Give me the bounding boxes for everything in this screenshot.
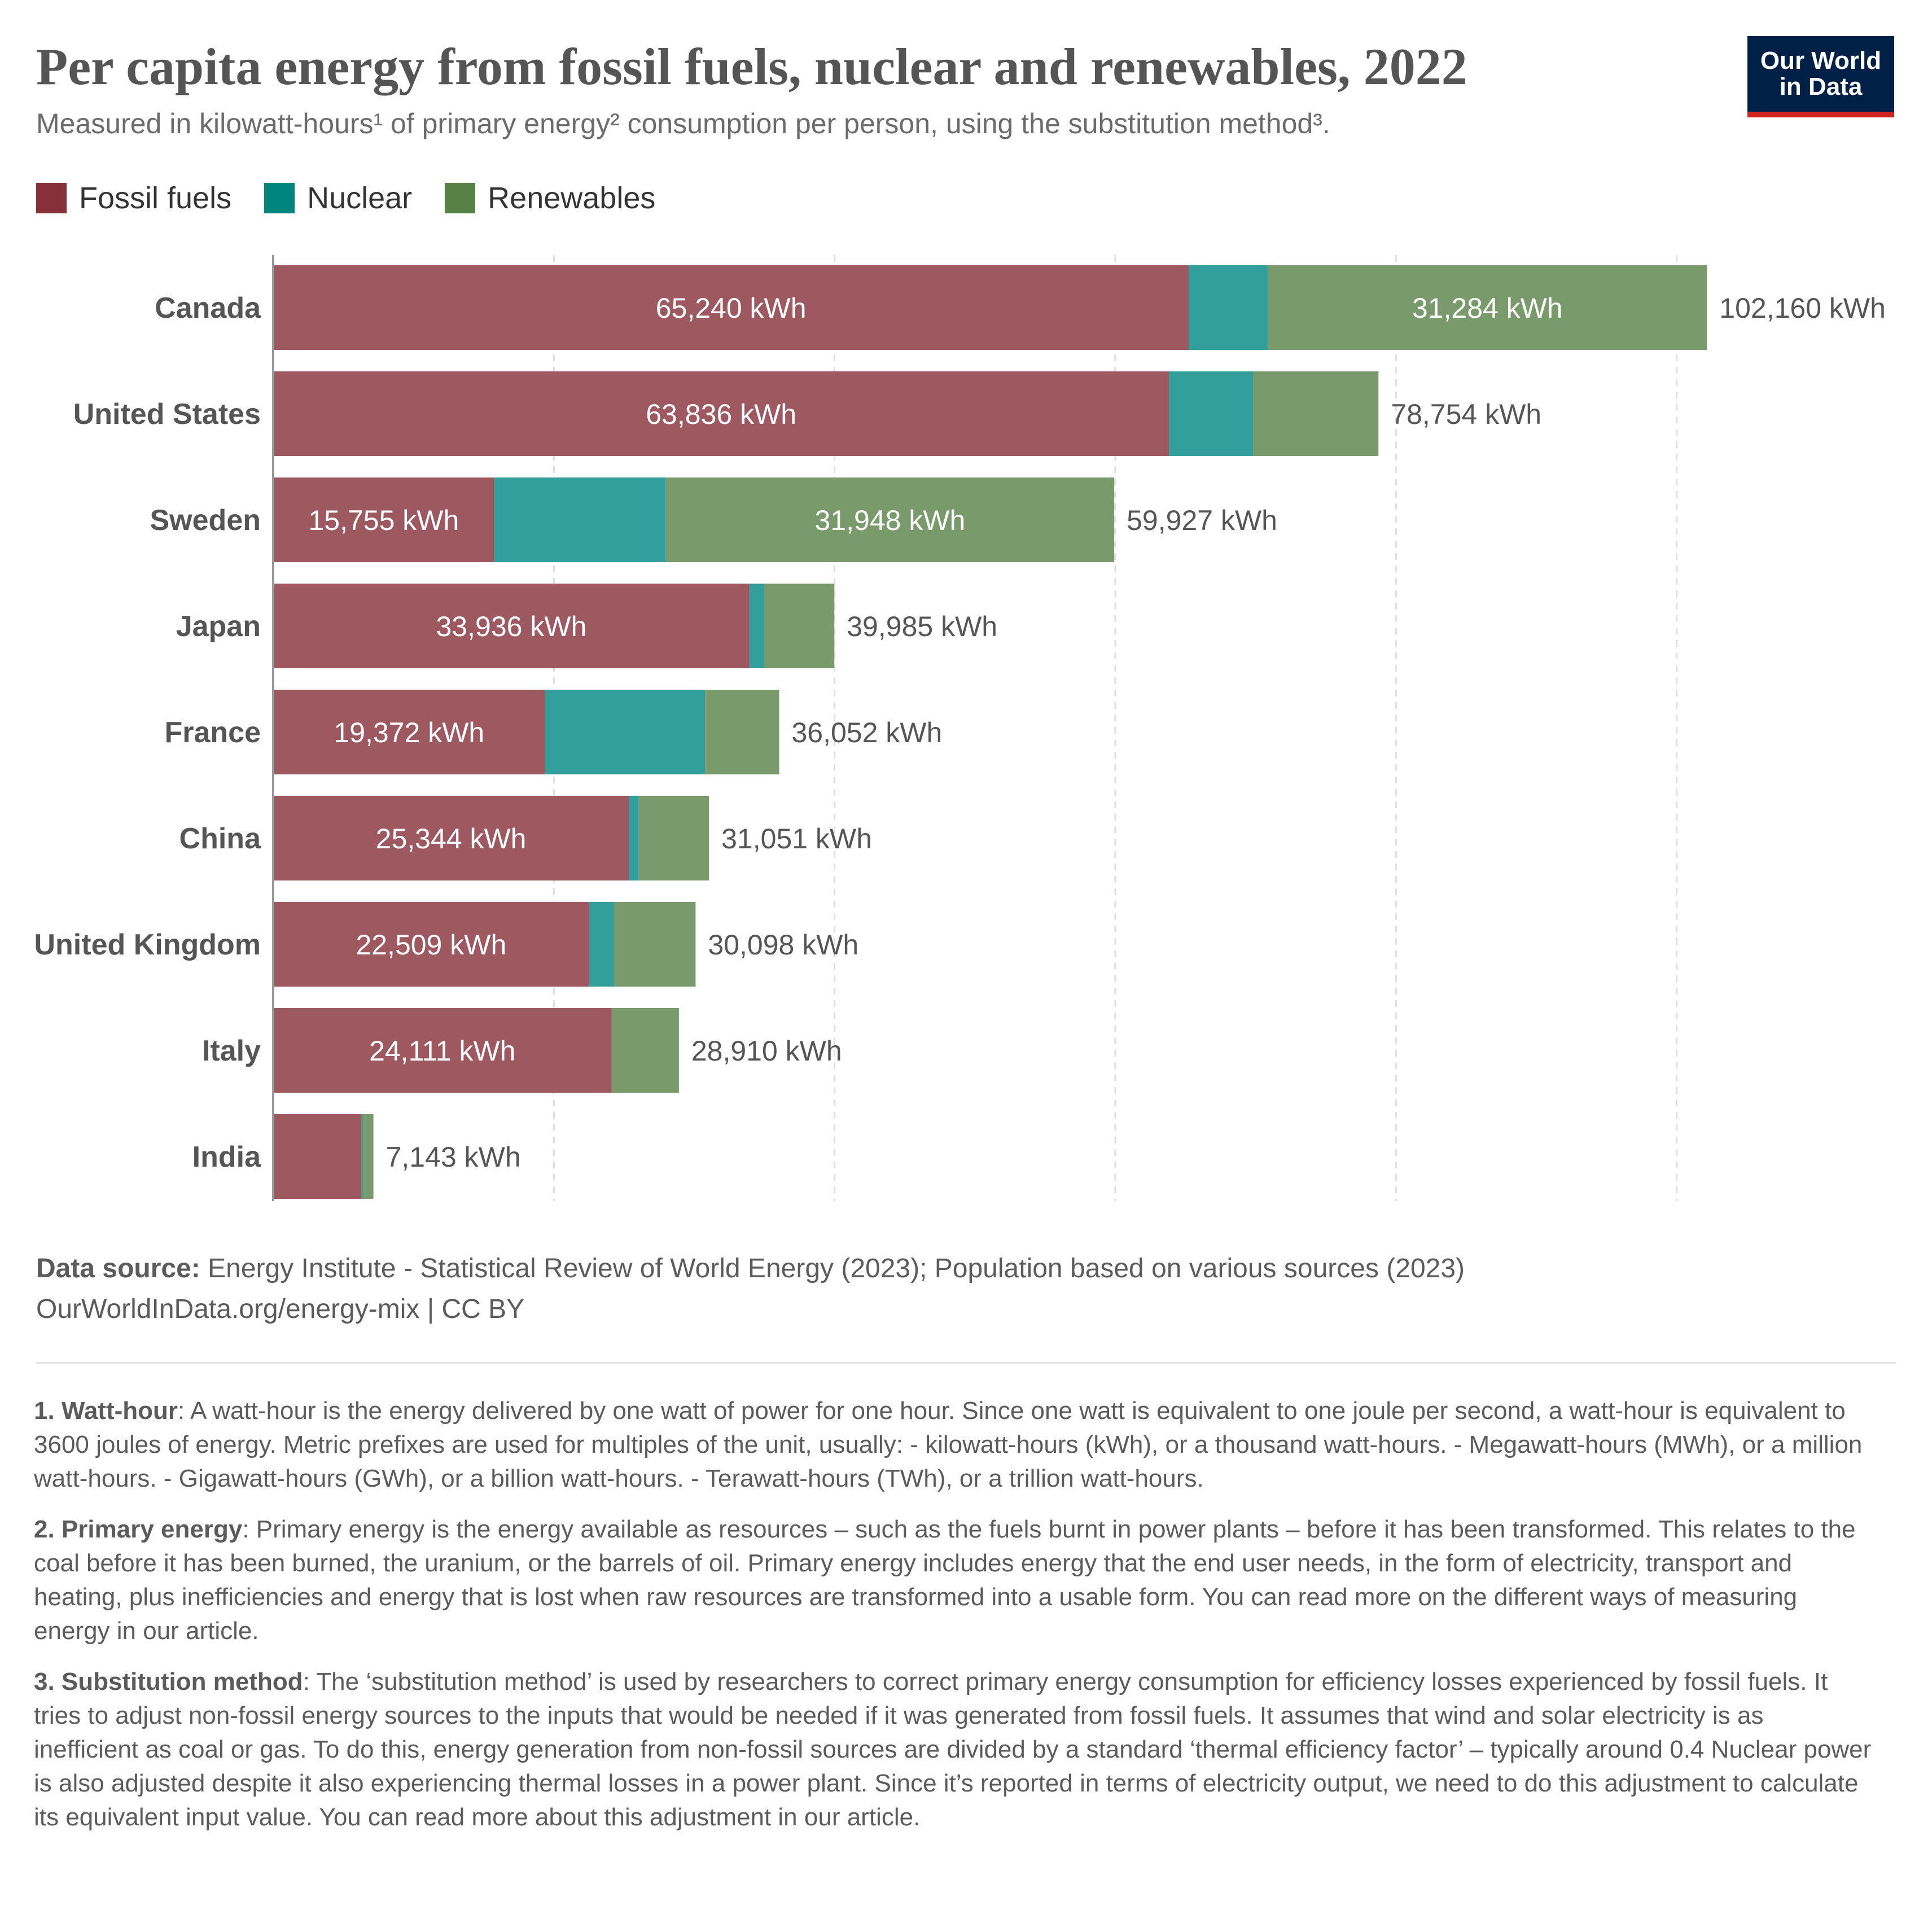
footnote-3: 3. Substitution method: The ‘substitutio…	[34, 1665, 1874, 1834]
total-label-canada: 102,160 kWh	[1719, 292, 1886, 324]
footnote-1-text: : A watt-hour is the energy delivered by…	[34, 1397, 1863, 1492]
category-label-china: China	[179, 822, 262, 855]
category-label-india: India	[192, 1141, 261, 1173]
data-label-renewables-sweden: 31,948 kWh	[815, 505, 966, 536]
source-block: Data source: Energy Institute - Statisti…	[36, 1248, 1887, 1330]
data-label-fossil-united-states: 63,836 kWh	[646, 398, 796, 430]
bar-nuclear-france	[545, 690, 706, 774]
bar-fossil-china	[273, 796, 629, 880]
footnote-2: 2. Primary energy: Primary energy is the…	[34, 1513, 1874, 1648]
bar-nuclear-united-kingdom	[589, 902, 615, 987]
bar-nuclear-india	[361, 1114, 363, 1199]
chart-title: Per capita energy from fossil fuels, nuc…	[36, 38, 1467, 95]
bar-fossil-france	[273, 690, 545, 774]
source-line: Data source: Energy Institute - Statisti…	[36, 1248, 1887, 1289]
bar-fossil-italy	[273, 1008, 612, 1093]
bar-fossil-india	[273, 1114, 362, 1199]
legend-label-nuclear: Nuclear	[307, 181, 413, 215]
source-label: Data source:	[36, 1254, 200, 1283]
legend-swatch-fossil-fuels	[36, 183, 67, 213]
divider	[36, 1362, 1896, 1364]
footnotes: 1. Watt-hour: A watt-hour is the energy …	[34, 1394, 1874, 1851]
bar-nuclear-united-states	[1169, 371, 1254, 456]
logo-line-2: in Data	[1779, 73, 1863, 100]
category-label-japan: Japan	[176, 610, 261, 643]
legend-item-fossil-fuels[interactable]: Fossil fuels	[36, 181, 231, 216]
category-label-canada: Canada	[155, 292, 261, 325]
total-label-italy: 28,910 kWh	[691, 1035, 842, 1067]
legend-item-renewables[interactable]: Renewables	[445, 181, 655, 216]
footnote-2-label: 2. Primary energy	[34, 1515, 243, 1543]
total-label-united-states: 78,754 kWh	[1391, 398, 1541, 430]
bar-nuclear-canada	[1189, 265, 1268, 350]
chart-subtitle: Measured in kilowatt-hours¹ of primary e…	[36, 108, 1330, 139]
bar-nuclear-china	[629, 796, 639, 880]
total-label-japan: 39,985 kWh	[847, 611, 997, 642]
data-label-fossil-japan: 33,936 kWh	[436, 611, 587, 642]
footnote-1-label: 1. Watt-hour	[34, 1397, 178, 1425]
footnote-3-text: : The ‘substitution method’ is used by r…	[34, 1668, 1872, 1831]
category-label-united-kingdom: United Kingdom	[34, 928, 261, 961]
data-label-fossil-italy: 24,111 kWh	[369, 1035, 515, 1067]
data-label-fossil-united-kingdom: 22,509 kWh	[356, 929, 506, 961]
data-label-fossil-france: 19,372 kWh	[334, 717, 484, 748]
bar-renewables-united-kingdom	[614, 902, 696, 987]
logo-line-1: Our World	[1760, 47, 1882, 75]
bar-fossil-united-states	[273, 371, 1169, 456]
legend-swatch-renewables	[445, 183, 476, 213]
category-label-sweden: Sweden	[150, 504, 261, 537]
category-label-france: France	[164, 716, 261, 749]
legend-label-fossil-fuels: Fossil fuels	[79, 181, 232, 215]
bar-fossil-japan	[273, 584, 750, 668]
bar-fossil-sweden	[273, 477, 494, 562]
data-label-fossil-china: 25,344 kWh	[376, 823, 527, 855]
bar-renewables-sweden	[665, 477, 1115, 562]
bar-renewables-china	[638, 796, 709, 880]
category-label-italy: Italy	[202, 1035, 261, 1067]
bar-fossil-united-kingdom	[273, 902, 589, 987]
bar-renewables-canada	[1268, 265, 1707, 350]
bar-nuclear-sweden	[494, 477, 666, 562]
owid-logo[interactable]: Our World in Data	[1747, 36, 1894, 117]
bar-renewables-france	[705, 690, 779, 774]
footnote-3-label: 3. Substitution method	[34, 1668, 303, 1696]
legend-label-renewables: Renewables	[488, 181, 656, 215]
bar-renewables-united-states	[1253, 371, 1379, 456]
data-label-fossil-sweden: 15,755 kWh	[308, 505, 459, 536]
total-label-united-kingdom: 30,098 kWh	[708, 929, 858, 961]
data-label-renewables-canada: 31,284 kWh	[1412, 292, 1563, 324]
total-label-sweden: 59,927 kWh	[1127, 505, 1277, 536]
total-label-india: 7,143 kWh	[386, 1141, 521, 1173]
category-label-united-states: United States	[73, 398, 261, 431]
source-url[interactable]: OurWorldInData.org/energy-mix | CC BY	[36, 1294, 525, 1324]
data-label-fossil-canada: 65,240 kWh	[656, 292, 807, 324]
bar-fossil-canada	[273, 265, 1189, 350]
total-label-france: 36,052 kWh	[791, 717, 942, 748]
legend-swatch-nuclear	[264, 183, 295, 213]
bar-renewables-india	[363, 1114, 374, 1199]
total-label-china: 31,051 kWh	[721, 823, 872, 855]
bar-renewables-japan	[764, 584, 835, 668]
footnote-1: 1. Watt-hour: A watt-hour is the energy …	[34, 1394, 1874, 1496]
footnote-2-text: : Primary energy is the energy available…	[34, 1515, 1856, 1645]
source-text: Energy Institute - Statistical Review of…	[208, 1254, 1465, 1283]
bar-renewables-italy	[611, 1008, 679, 1093]
stacked-bar-chart: Canada 65,240 kWh 31,284 kWh 102,160 kWh Uni…	[34, 255, 1886, 1201]
legend: Fossil fuels Nuclear Renewables	[36, 178, 688, 218]
legend-item-nuclear[interactable]: Nuclear	[264, 181, 412, 216]
bar-nuclear-japan	[749, 584, 764, 668]
